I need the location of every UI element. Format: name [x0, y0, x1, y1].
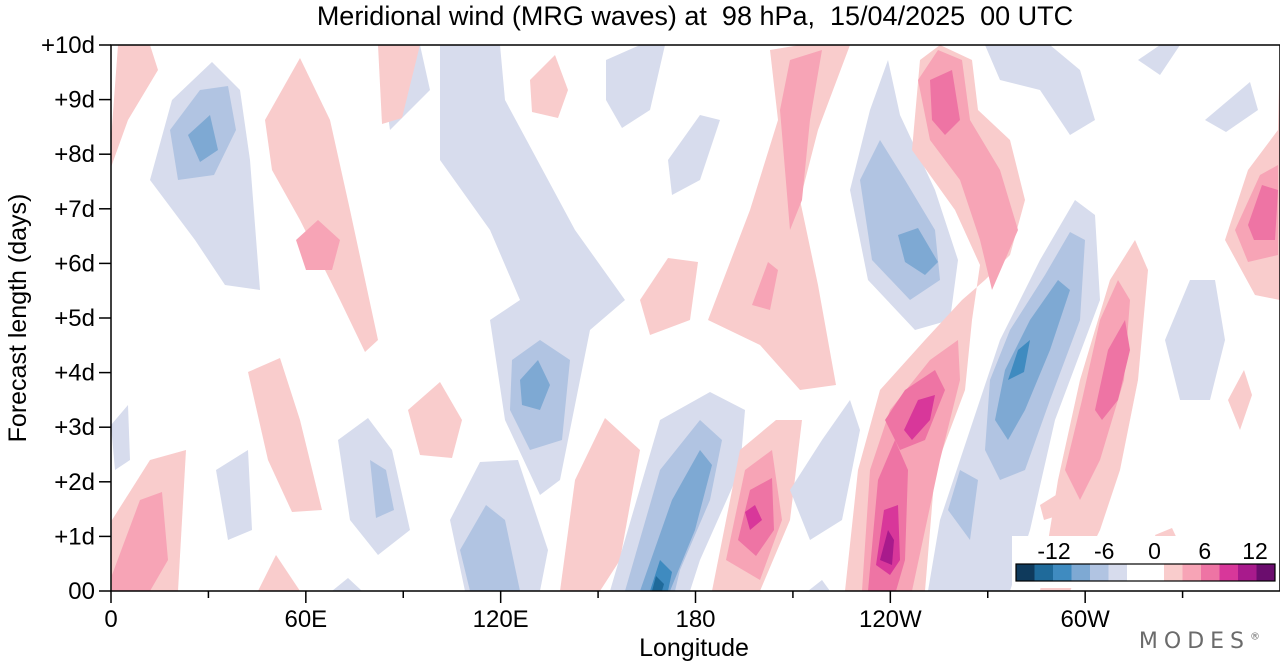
y-tick-label: +1d [54, 523, 95, 550]
y-tick-label: +5d [54, 305, 95, 332]
negative-contour-1-21 [790, 400, 860, 540]
positive-contour-1-3 [265, 58, 378, 352]
positive-contour-4-68 [904, 395, 935, 440]
positive-contour-2-46 [752, 262, 778, 310]
chart-title: Meridional wind (MRG waves) at 98 hPa, 1… [316, 1, 1074, 31]
colorbar-legend: -12 -6 0 6 12 [1012, 536, 1279, 588]
y-tick-label: +10d [41, 32, 95, 59]
positive-contour-3-64 [1248, 185, 1278, 240]
colorbar-label: -6 [1094, 538, 1114, 564]
negative-contour-1-36 [808, 580, 830, 591]
colorbar-label: -12 [1037, 538, 1070, 564]
negative-contour-3-58 [995, 280, 1070, 440]
colorbar-frame [1015, 563, 1276, 582]
brand-mark: ® [1250, 631, 1260, 643]
colorbar-swatch [1071, 564, 1091, 581]
negative-contour-1-35 [332, 578, 362, 591]
negative-contour-4-66 [1008, 340, 1030, 380]
colorbar-swatch [1108, 564, 1128, 581]
y-tick-label: +2d [54, 469, 95, 496]
y-tick-label: +6d [54, 250, 95, 277]
colorbar-swatch [1182, 564, 1202, 581]
contour-fields [111, 45, 1280, 591]
y-tick-label: +9d [54, 87, 95, 114]
positive-contour-5-70 [880, 530, 894, 565]
negative-contour-3-56 [640, 450, 712, 591]
positive-contour-2-39 [296, 220, 340, 270]
negative-contour-1-25 [985, 45, 1095, 135]
positive-contour-1-9 [378, 45, 420, 124]
x-axis: 0 60E 120E 180 120W 60W [104, 591, 1184, 633]
y-axis-label: Forecast length (days) [4, 194, 32, 443]
colorbar-swatch [1090, 564, 1109, 581]
negative-contour-1-29 [1205, 82, 1258, 132]
positive-contour-1-33 [1040, 495, 1060, 520]
x-tick-label: 120E [473, 606, 529, 633]
y-tick-label: 00 [68, 578, 95, 605]
y-tick-label: +8d [54, 141, 95, 168]
positive-contour-1-4 [248, 358, 322, 512]
y-tick-label: +7d [54, 196, 95, 223]
negative-contour-2-41 [460, 505, 520, 591]
negative-contour-1-30 [1138, 45, 1180, 75]
negative-contour-1-34 [111, 405, 130, 470]
x-axis-label: Longitude [639, 634, 749, 662]
colorbar-label: 6 [1198, 538, 1211, 564]
y-axis: 00 +1d +2d +3d +4d +5d +6d +7d +8d +9d +10d [41, 32, 111, 605]
negative-contour-1-12 [606, 45, 665, 128]
brand-text: MODES [1138, 629, 1250, 654]
negative-contour-2-40 [370, 460, 394, 518]
positive-contour-1-20 [708, 45, 850, 390]
colorbar-swatch [1256, 564, 1276, 581]
positive-contour-1-31 [1228, 370, 1252, 430]
positive-contour-1-17 [258, 555, 300, 591]
colorbar-swatch [1219, 564, 1239, 581]
negative-contour-1-13 [668, 115, 720, 195]
positive-contour-3-63 [1095, 320, 1130, 420]
x-tick-label: 180 [675, 606, 715, 633]
colorbar-label: 0 [1148, 538, 1161, 564]
x-tick-label: 120W [859, 606, 922, 633]
colorbar-swatch [1238, 564, 1257, 581]
y-tick-label: +3d [54, 414, 95, 441]
x-tick-label: 0 [104, 606, 117, 633]
negative-contour-3-55 [520, 360, 550, 410]
positive-contour-2-52 [1065, 280, 1130, 500]
brand-logo: MODES® [1139, 629, 1260, 654]
negative-contour-1-5 [216, 450, 252, 540]
x-tick-label: 60W [1060, 606, 1110, 633]
negative-contour-3-54 [188, 115, 218, 162]
positive-contour-2-45 [780, 50, 822, 230]
positive-contour-3-62 [930, 70, 960, 135]
colorbar-label: 12 [1242, 538, 1268, 564]
colorbar-swatch [1053, 564, 1072, 581]
negative-contour-3-57 [898, 228, 938, 275]
positive-contour-4-69 [745, 505, 762, 530]
x-tick-label: 60E [284, 606, 327, 633]
positive-contour-1-15 [560, 418, 640, 591]
negative-contour-2-50 [948, 470, 978, 540]
positive-contour-1-0 [111, 45, 158, 168]
y-tick-label: +4d [54, 360, 95, 387]
negative-contour-5-71 [652, 576, 664, 591]
negative-contour-1-27 [1165, 280, 1225, 400]
colorbar-swatch [1016, 564, 1035, 581]
colorbar-swatch [1145, 564, 1165, 581]
colorbar-swatch [1127, 564, 1146, 581]
colorbar-swatch [1034, 564, 1054, 581]
negative-contour-1-10 [440, 45, 625, 495]
positive-contour-1-16 [640, 258, 698, 335]
positive-contour-1-7 [408, 382, 462, 458]
colorbar-swatch [1164, 564, 1183, 581]
positive-contour-1-11 [530, 55, 568, 118]
positive-contour-2-38 [112, 492, 168, 591]
colorbar-swatch [1201, 564, 1220, 581]
